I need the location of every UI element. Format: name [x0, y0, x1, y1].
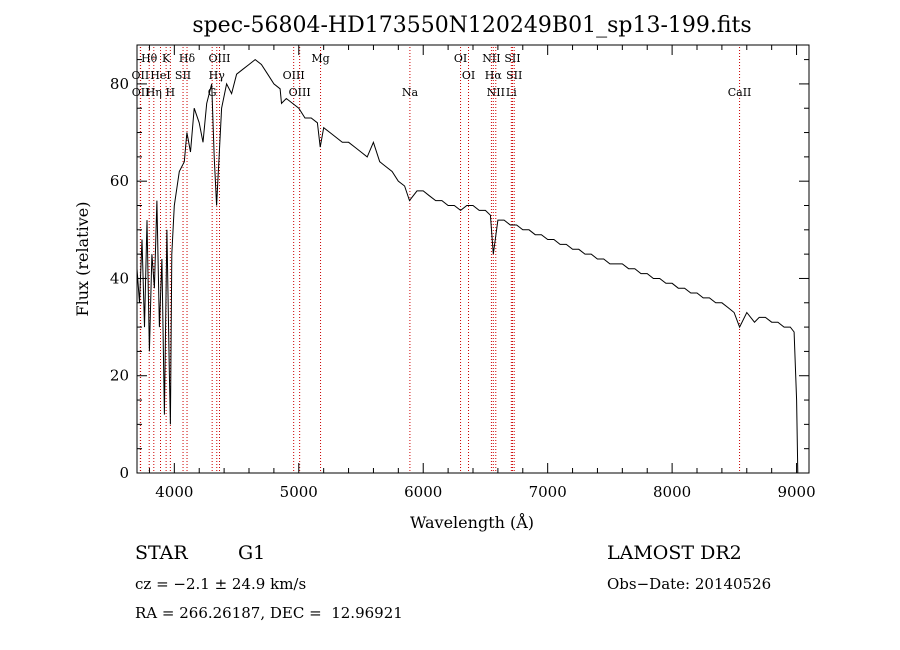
line-label: OI [454, 52, 467, 65]
spectrum-line [136, 58, 799, 474]
line-label: Hγ [209, 69, 226, 82]
line-label: Hη [146, 86, 162, 99]
x-tick-label: 8000 [653, 483, 691, 501]
line-label: Na [402, 86, 419, 99]
line-label: HeI [150, 69, 170, 82]
y-tick-label: 40 [110, 269, 129, 287]
line-label: OIII [289, 86, 311, 99]
plot-frame [136, 44, 810, 474]
line-label: NII [482, 52, 500, 65]
line-label: SII [504, 52, 520, 65]
y-axis-label: Flux (relative) [73, 202, 92, 317]
object-class: STAR [135, 542, 188, 564]
axis-tick-labels: 4000 5000 6000 7000 8000 9000 0 20 40 60 80 [110, 75, 816, 501]
line-label: H [166, 86, 176, 99]
y-tick-label: 20 [110, 367, 129, 385]
x-tick-label: 6000 [404, 483, 442, 501]
x-tick-label: 7000 [529, 483, 567, 501]
object-subclass: G1 [238, 542, 266, 564]
line-label: Hα [485, 69, 503, 82]
line-label: OII [132, 69, 150, 82]
axis-ticks [137, 45, 809, 474]
obs-date: Obs−Date: 20140526 [607, 575, 772, 593]
y-tick-label: 80 [110, 75, 129, 93]
line-label: Hδ [179, 52, 196, 65]
x-axis-label: Wavelength (Å) [410, 512, 534, 532]
y-tick-label: 0 [119, 464, 129, 482]
line-label: OII [132, 86, 150, 99]
line-label: Li [506, 86, 517, 99]
redshift-readout: cz = −2.1 ± 24.9 km/s [135, 575, 307, 593]
line-label: Mg [311, 52, 329, 65]
survey-name: LAMOST DR2 [607, 542, 742, 564]
chart-title: spec-56804-HD173550N120249B01_sp13-199.f… [192, 13, 751, 38]
y-tick-label: 60 [110, 172, 129, 190]
x-tick-label: 9000 [777, 483, 815, 501]
coordinates: RA = 266.26187, DEC = 12.96921 [135, 604, 403, 622]
line-label: OIII [283, 69, 305, 82]
x-tick-label: 5000 [280, 483, 318, 501]
line-label: K [162, 52, 171, 65]
line-label: SII [175, 69, 191, 82]
line-label: OI [462, 69, 475, 82]
line-markers [139, 47, 741, 473]
line-label: CaII [728, 86, 752, 99]
x-tick-label: 4000 [155, 483, 193, 501]
line-label: Hθ [141, 52, 158, 65]
line-label: OIII [208, 52, 230, 65]
line-label: SII [506, 69, 522, 82]
line-label: NII [487, 86, 505, 99]
